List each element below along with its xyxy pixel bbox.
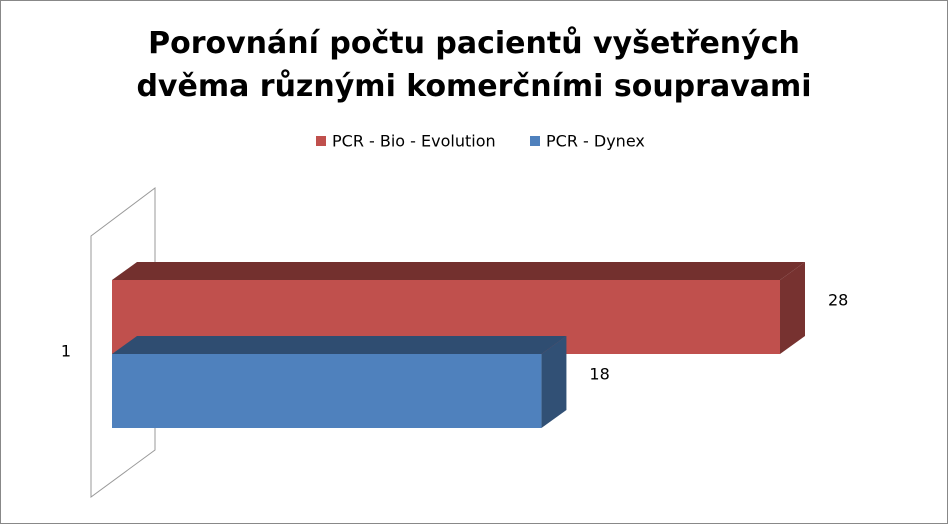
legend-label: PCR - Bio - Evolution — [332, 132, 496, 151]
legend-swatch — [530, 136, 540, 146]
legend-label: PCR - Dynex — [546, 132, 645, 151]
bar-side — [541, 336, 567, 428]
bar — [112, 354, 542, 428]
data-label: 18 — [589, 365, 609, 384]
bar-top — [112, 336, 567, 354]
bar-top — [112, 262, 805, 280]
data-label: 28 — [828, 291, 848, 310]
legend-swatch — [316, 136, 326, 146]
y-tick-label: 1 — [61, 342, 71, 361]
bar-side — [780, 262, 805, 354]
chart-title: Porovnání počtu pacientů vyšetřených dvě… — [136, 26, 812, 104]
